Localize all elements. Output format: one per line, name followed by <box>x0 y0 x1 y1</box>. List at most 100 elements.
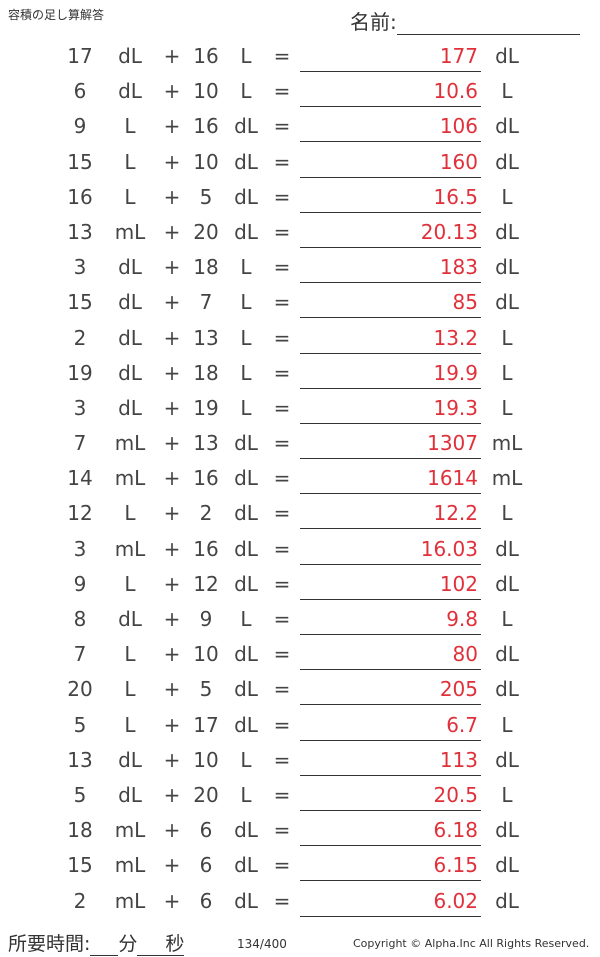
plus-sign: + <box>163 677 181 702</box>
answer-line <box>300 704 481 706</box>
operand-b: 10 <box>193 747 219 772</box>
name-blank <box>396 16 580 35</box>
operand-a: 2 <box>73 325 87 350</box>
plus-sign: + <box>163 149 181 174</box>
answer-unit: dL <box>495 219 519 244</box>
plus-sign: + <box>163 395 181 420</box>
name-field: 名前: <box>350 6 580 35</box>
operand-a: 19 <box>67 360 93 385</box>
unit-a: L <box>124 677 136 702</box>
answer: 6.02 <box>433 888 478 913</box>
operand-b: 16 <box>193 466 219 491</box>
unit-a: mL <box>114 853 146 878</box>
unit-a: mL <box>114 466 146 491</box>
equals-sign: = <box>273 747 291 772</box>
unit-b: dL <box>234 466 258 491</box>
unit-b: dL <box>234 536 258 561</box>
equals-sign: = <box>273 677 291 702</box>
operand-a: 7 <box>73 431 87 456</box>
plus-sign: + <box>163 255 181 280</box>
operand-b: 20 <box>193 219 219 244</box>
answer: 106 <box>439 114 478 139</box>
operand-b: 19 <box>193 395 219 420</box>
operand-b: 2 <box>199 501 213 526</box>
answer-unit: dL <box>495 747 519 772</box>
unit-b: L <box>240 44 252 68</box>
equals-sign: = <box>273 79 291 104</box>
answer: 113 <box>439 747 478 772</box>
answer-line <box>300 739 481 741</box>
answer-unit: L <box>501 712 513 737</box>
operand-b: 5 <box>199 677 213 702</box>
operand-b: 13 <box>193 431 219 456</box>
equals-sign: = <box>273 290 291 315</box>
operand-a: 13 <box>67 747 93 772</box>
operand-b: 7 <box>199 290 213 315</box>
plus-sign: + <box>163 712 181 737</box>
answer-unit: dL <box>495 642 519 667</box>
answer-unit: L <box>501 782 513 807</box>
equals-sign: = <box>273 607 291 631</box>
unit-b: dL <box>234 712 258 737</box>
equals-sign: = <box>273 782 291 807</box>
equals-sign: = <box>273 431 291 456</box>
problem-row: 6 dL +10 L = 10.6 L <box>0 74 600 109</box>
operand-b: 16 <box>193 114 219 139</box>
answer-line <box>300 809 481 811</box>
unit-a: mL <box>114 431 146 456</box>
plus-sign: + <box>163 607 181 631</box>
answer: 6.18 <box>433 818 478 843</box>
equals-sign: = <box>273 536 291 561</box>
unit-b: L <box>240 325 252 350</box>
answer: 160 <box>439 149 478 174</box>
operand-a: 5 <box>73 782 87 807</box>
answer: 6.15 <box>433 853 478 878</box>
answer-unit: dL <box>495 114 519 139</box>
answer: 80 <box>452 642 478 667</box>
unit-b: dL <box>234 818 258 843</box>
unit-a: L <box>124 501 136 526</box>
unit-b: dL <box>234 642 258 667</box>
time-label: 所要時間: <box>8 933 91 955</box>
answer-line <box>300 246 481 248</box>
answer-unit: L <box>501 184 513 209</box>
equals-sign: = <box>273 571 291 596</box>
operand-a: 16 <box>67 184 93 209</box>
unit-a: dL <box>118 290 142 315</box>
plus-sign: + <box>163 782 181 807</box>
operand-b: 16 <box>193 536 219 561</box>
operand-b: 9 <box>199 607 213 631</box>
problem-row: 3 dL +19 L = 19.3 L <box>0 391 600 426</box>
answer: 183 <box>439 255 478 280</box>
operand-b: 16 <box>193 44 219 68</box>
answer-unit: dL <box>495 888 519 913</box>
answer: 12.2 <box>433 501 478 526</box>
operand-b: 10 <box>193 149 219 174</box>
unit-b: dL <box>234 853 258 878</box>
plus-sign: + <box>163 747 181 772</box>
operand-a: 8 <box>73 607 87 631</box>
operand-b: 6 <box>199 818 213 843</box>
plus-sign: + <box>163 818 181 843</box>
operand-a: 17 <box>67 44 93 68</box>
equals-sign: = <box>273 466 291 491</box>
plus-sign: + <box>163 290 181 315</box>
page-number: 134/400 <box>237 937 287 951</box>
plus-sign: + <box>163 642 181 667</box>
answer-unit: dL <box>495 44 519 68</box>
unit-b: L <box>240 79 252 104</box>
plus-sign: + <box>163 501 181 526</box>
problem-row: 12 L +2 dL = 12.2 L <box>0 496 600 531</box>
copyright: Copyright © Alpha.Inc All Rights Reserve… <box>353 937 590 950</box>
unit-a: dL <box>118 782 142 807</box>
operand-b: 17 <box>193 712 219 737</box>
answer-line <box>300 528 481 530</box>
answer-unit: L <box>501 79 513 104</box>
answer-unit: dL <box>495 149 519 174</box>
worksheet-title: 容積の足し算解答 <box>8 8 105 22</box>
problem-row: 15 L +10 dL = 160 dL <box>0 145 600 180</box>
unit-a: mL <box>114 219 146 244</box>
answer-unit: dL <box>495 255 519 280</box>
unit-b: dL <box>234 571 258 596</box>
equals-sign: = <box>273 712 291 737</box>
